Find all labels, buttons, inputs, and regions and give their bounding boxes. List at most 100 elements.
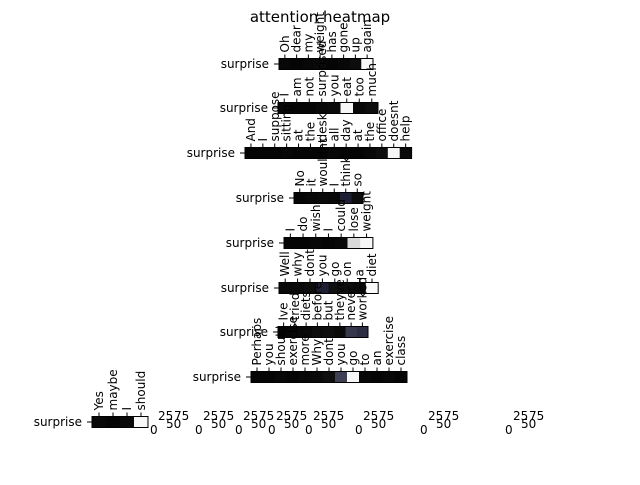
- heatmap-row: surprisePerhapsyoushouldexercisemoreWhyd…: [193, 316, 408, 384]
- token-label: wouldnt: [316, 138, 330, 186]
- overlapping-tick-labels: 0255075025507502550750255075025507502550…: [150, 409, 544, 437]
- token-label: gone: [337, 23, 351, 53]
- heatmap-cell: [134, 416, 149, 428]
- heatmap-cell: [256, 147, 270, 159]
- heatmap-cell: [290, 58, 303, 70]
- row-frame: [278, 282, 379, 294]
- token-label: day: [339, 119, 353, 141]
- heatmap-cell: [341, 282, 354, 294]
- token-label: at: [292, 129, 306, 141]
- token-label: Yes: [92, 391, 106, 411]
- heatmap-cell: [316, 147, 329, 159]
- token-label: you: [315, 254, 329, 276]
- overlap-tick-label: 25: [203, 409, 218, 423]
- token-label: No: [293, 170, 307, 186]
- token-label: not: [302, 77, 316, 97]
- token-label: am: [290, 77, 304, 96]
- token-label: never: [344, 286, 358, 320]
- overlap-tick-label: 25: [158, 409, 173, 423]
- token-label: too: [352, 77, 366, 96]
- row-frame: [293, 192, 364, 204]
- token-label: sitting: [280, 104, 294, 142]
- token-label: much: [365, 63, 379, 97]
- row-frame: [91, 416, 149, 428]
- heatmap-cell: [361, 58, 374, 70]
- token-label: worked: [355, 277, 369, 321]
- overlap-tick-label: 75: [174, 409, 189, 423]
- heatmap-cell: [340, 192, 352, 204]
- heatmap-cell: [251, 371, 264, 383]
- heatmap-cell: [326, 58, 339, 70]
- heatmap-cell: [356, 326, 369, 338]
- heatmap-cell: [268, 147, 282, 159]
- row-label: surprise: [220, 101, 268, 115]
- heatmap-cell: [299, 371, 312, 383]
- token-label: Perhaps: [250, 318, 264, 366]
- token-label: a: [353, 269, 367, 276]
- heatmap-cell: [395, 371, 408, 383]
- overlap-tick-label: 50: [166, 417, 181, 431]
- token-label: think: [339, 156, 353, 186]
- row-label: surprise: [226, 236, 274, 250]
- overlap-tick-label: 75: [444, 409, 459, 423]
- heatmap-cell: [302, 58, 315, 70]
- heatmap-cell: [365, 282, 379, 294]
- token-label: it: [304, 178, 318, 186]
- heatmap-cell: [263, 371, 276, 383]
- token-label: I: [256, 138, 270, 142]
- token-label: before: [310, 282, 324, 321]
- heatmap-cell: [337, 58, 350, 70]
- heatmap-cell: [347, 371, 360, 383]
- overlap-tick-label: 50: [371, 417, 386, 431]
- heatmap-cell: [375, 147, 389, 159]
- token-label: up: [348, 37, 362, 52]
- token-label: should: [134, 371, 148, 411]
- token-label: all: [327, 127, 341, 141]
- heatmap-cell: [352, 147, 365, 159]
- token-label: go: [328, 262, 342, 277]
- row-label: surprise: [187, 146, 235, 160]
- token-label: maybe: [106, 369, 120, 410]
- token-label: at: [351, 129, 365, 141]
- token-label: Why: [310, 339, 324, 366]
- row-frame: [277, 326, 369, 338]
- token-label: exercise: [286, 316, 300, 366]
- heatmap-cell: [106, 416, 121, 428]
- row-label: surprise: [221, 281, 269, 295]
- token-label: the: [303, 122, 317, 142]
- token-label: And: [244, 118, 258, 141]
- heatmap-cell: [340, 147, 353, 159]
- heatmap-cell: [399, 147, 412, 159]
- overlap-tick-label: 0: [305, 423, 313, 437]
- overlap-tick-label: 50: [436, 417, 451, 431]
- row-frame: [250, 371, 408, 383]
- heatmap-cell: [347, 237, 361, 249]
- token-label: I: [327, 183, 341, 187]
- overlap-tick-label: 0: [195, 423, 203, 437]
- heatmap-cell: [303, 282, 317, 294]
- token-label: tried: [288, 293, 302, 321]
- heatmap-cell: [383, 371, 396, 383]
- overlap-tick-label: 25: [313, 409, 328, 423]
- heatmap-cell: [353, 102, 366, 114]
- heatmap-cell: [328, 282, 342, 294]
- row-label: surprise: [193, 370, 241, 384]
- token-label: Ive: [277, 302, 291, 320]
- token-label: dear: [290, 25, 304, 52]
- heatmap-cell: [334, 326, 346, 338]
- overlap-tick-label: 25: [363, 409, 378, 423]
- overlap-tick-label: 75: [292, 409, 307, 423]
- heatmap-cell: [335, 371, 348, 383]
- row-frame: [277, 102, 379, 114]
- heatmap-cell: [278, 326, 290, 338]
- heatmap-cell: [328, 147, 341, 159]
- heatmap-cell: [303, 102, 316, 114]
- token-label: again: [360, 19, 374, 52]
- overlap-tick-label: 50: [284, 417, 299, 431]
- overlap-tick-label: 50: [251, 417, 266, 431]
- heatmap-row: surpriseAndIsupposesittingatthedeskallda…: [187, 91, 413, 160]
